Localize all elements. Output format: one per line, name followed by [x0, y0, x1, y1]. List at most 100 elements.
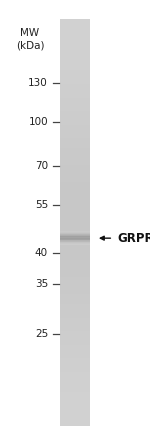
Bar: [60, 392, 90, 395]
Bar: [60, 331, 90, 335]
Bar: [60, 399, 90, 402]
Bar: [60, 101, 90, 104]
Bar: [60, 324, 90, 328]
Bar: [60, 216, 90, 219]
Bar: [60, 419, 90, 423]
Bar: [60, 121, 90, 125]
Bar: [60, 175, 90, 179]
Bar: [60, 40, 90, 43]
Bar: [60, 277, 90, 281]
Bar: [60, 402, 90, 406]
Text: 70: 70: [35, 161, 48, 171]
Bar: [60, 77, 90, 80]
Bar: [60, 348, 90, 351]
Bar: [60, 416, 90, 420]
Bar: [60, 284, 90, 287]
Bar: [60, 26, 90, 30]
Bar: [60, 232, 90, 233]
Text: 25: 25: [35, 329, 48, 339]
Bar: [60, 240, 90, 241]
Bar: [60, 172, 90, 175]
Bar: [60, 222, 90, 226]
Bar: [60, 406, 90, 409]
Bar: [60, 158, 90, 162]
Bar: [60, 53, 90, 57]
Bar: [60, 243, 90, 244]
Bar: [60, 235, 90, 236]
Bar: [60, 358, 90, 362]
Bar: [60, 243, 90, 244]
Bar: [60, 382, 90, 385]
Bar: [60, 378, 90, 382]
Bar: [60, 29, 90, 33]
Bar: [60, 80, 90, 84]
Bar: [60, 199, 90, 203]
Bar: [60, 36, 90, 40]
Bar: [60, 243, 90, 246]
Bar: [60, 118, 90, 121]
Bar: [60, 60, 90, 64]
Bar: [60, 226, 90, 230]
Bar: [60, 33, 90, 37]
Bar: [60, 161, 90, 165]
Bar: [60, 63, 90, 67]
Bar: [60, 412, 90, 416]
Bar: [60, 73, 90, 77]
Bar: [60, 270, 90, 274]
Bar: [60, 287, 90, 291]
Bar: [60, 124, 90, 128]
Bar: [60, 321, 90, 324]
Bar: [60, 97, 90, 101]
Bar: [60, 233, 90, 234]
Bar: [60, 337, 90, 341]
Text: 35: 35: [35, 279, 48, 289]
Bar: [60, 114, 90, 118]
Bar: [60, 317, 90, 321]
Bar: [60, 327, 90, 331]
Bar: [60, 422, 90, 426]
Bar: [60, 310, 90, 314]
Bar: [60, 165, 90, 169]
Text: 55: 55: [35, 201, 48, 210]
Bar: [60, 273, 90, 277]
Bar: [60, 192, 90, 196]
Bar: [60, 290, 90, 294]
Bar: [60, 138, 90, 142]
Bar: [60, 238, 90, 239]
Bar: [60, 354, 90, 358]
Bar: [60, 212, 90, 216]
Bar: [60, 56, 90, 60]
Bar: [60, 50, 90, 54]
Bar: [60, 135, 90, 138]
Bar: [60, 280, 90, 284]
Text: 100: 100: [28, 118, 48, 127]
Bar: [60, 344, 90, 348]
Bar: [60, 371, 90, 375]
Bar: [60, 239, 90, 240]
Bar: [60, 244, 90, 245]
Bar: [60, 189, 90, 192]
Bar: [60, 368, 90, 372]
Bar: [60, 237, 90, 238]
Bar: [60, 209, 90, 213]
Text: MW
(kDa): MW (kDa): [16, 28, 44, 50]
Bar: [60, 66, 90, 70]
Bar: [60, 250, 90, 253]
Bar: [60, 168, 90, 172]
Bar: [60, 145, 90, 149]
Bar: [60, 300, 90, 304]
Bar: [60, 304, 90, 308]
Bar: [60, 19, 90, 23]
Bar: [60, 231, 90, 232]
Bar: [60, 239, 90, 243]
Bar: [60, 195, 90, 199]
Bar: [60, 263, 90, 267]
Bar: [60, 409, 90, 413]
Bar: [60, 185, 90, 189]
Bar: [60, 314, 90, 318]
Bar: [60, 297, 90, 301]
Bar: [60, 307, 90, 311]
Bar: [60, 236, 90, 237]
Text: 40: 40: [35, 249, 48, 258]
Bar: [60, 341, 90, 345]
